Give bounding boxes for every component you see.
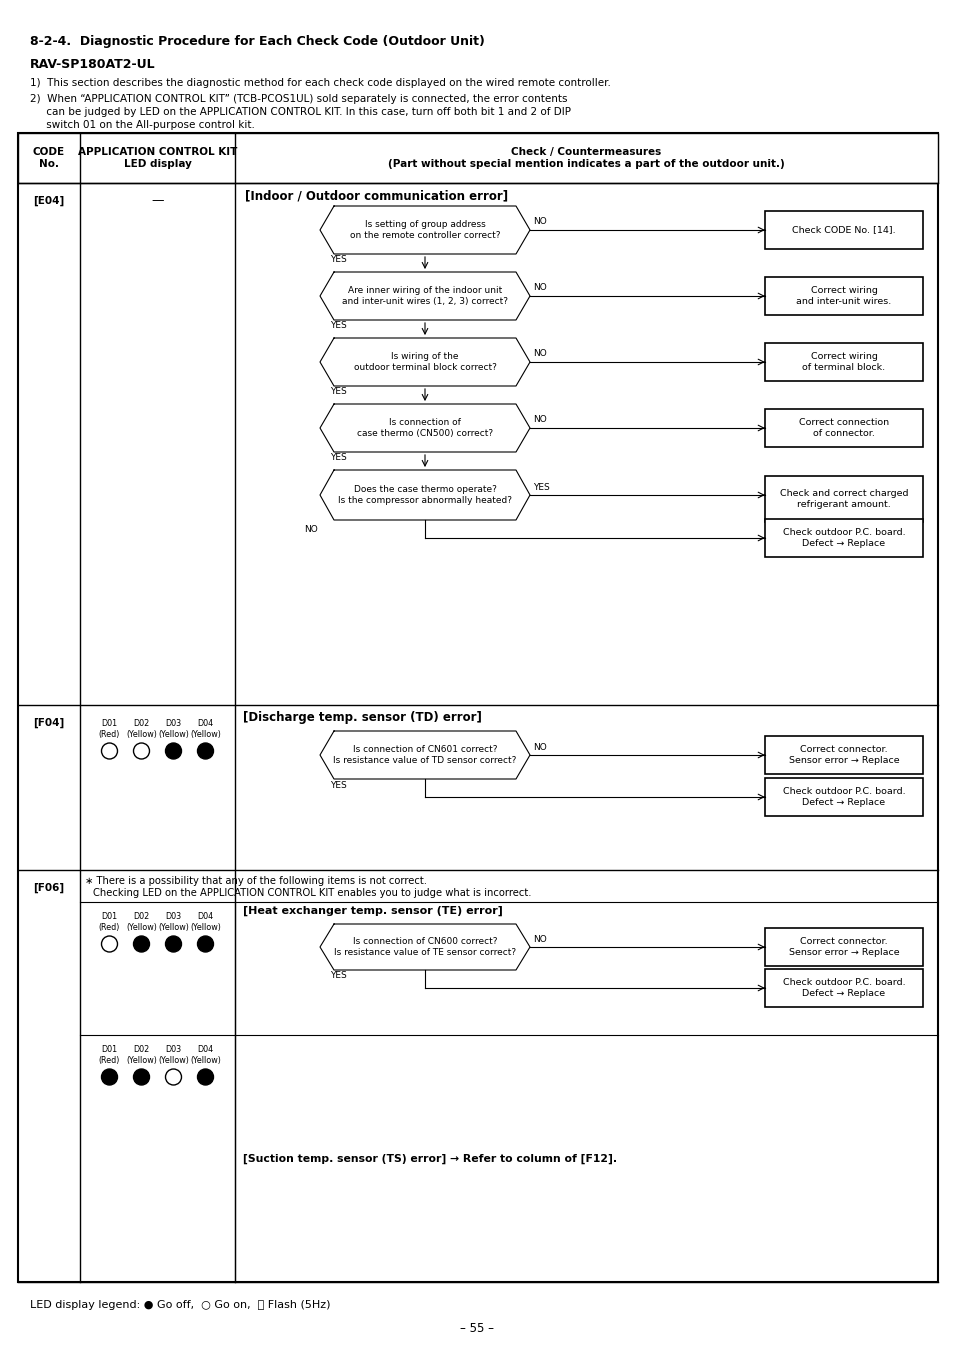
- Text: D03
(Yellow): D03 (Yellow): [158, 1045, 189, 1065]
- Circle shape: [101, 1069, 117, 1085]
- Text: [Suction temp. sensor (TS) error] → Refer to column of [F12].: [Suction temp. sensor (TS) error] → Refe…: [243, 1154, 617, 1163]
- Text: D01
(Red): D01 (Red): [99, 913, 120, 931]
- Text: YES: YES: [330, 387, 347, 396]
- Text: Check / Countermeasures
(Part without special mention indicates a part of the ou: Check / Countermeasures (Part without sp…: [388, 147, 784, 168]
- Polygon shape: [319, 338, 530, 386]
- Text: ∗ There is a possibility that any of the following items is not correct.: ∗ There is a possibility that any of the…: [85, 876, 427, 886]
- Text: switch 01 on the All-purpose control kit.: switch 01 on the All-purpose control kit…: [30, 120, 254, 129]
- Circle shape: [197, 936, 213, 952]
- Text: Correct connector.
Sensor error → Replace: Correct connector. Sensor error → Replac…: [788, 745, 899, 764]
- Text: YES: YES: [330, 972, 347, 980]
- Text: CODE
No.: CODE No.: [33, 147, 65, 168]
- Text: Check outdoor P.C. board.
Defect → Replace: Check outdoor P.C. board. Defect → Repla…: [781, 979, 904, 998]
- Text: – 55 –: – 55 –: [459, 1321, 494, 1335]
- Bar: [764, 736, 923, 774]
- Text: YES: YES: [330, 780, 347, 790]
- Text: Check CODE No. [14].: Check CODE No. [14].: [791, 225, 895, 235]
- Text: Is wiring of the
outdoor terminal block correct?: Is wiring of the outdoor terminal block …: [354, 352, 496, 372]
- Bar: [18, 133, 937, 183]
- Text: 8-2-4.  Diagnostic Procedure for Each Check Code (Outdoor Unit): 8-2-4. Diagnostic Procedure for Each Che…: [30, 35, 484, 49]
- Text: Is setting of group address
on the remote controller correct?: Is setting of group address on the remot…: [350, 220, 499, 240]
- Bar: [764, 969, 923, 1007]
- Text: [F04]: [F04]: [33, 718, 65, 728]
- Circle shape: [165, 936, 181, 952]
- Bar: [18, 133, 937, 1282]
- Circle shape: [197, 1069, 213, 1085]
- Circle shape: [197, 743, 213, 759]
- Polygon shape: [319, 923, 530, 971]
- Bar: [764, 927, 923, 967]
- Text: RAV-SP180AT2-UL: RAV-SP180AT2-UL: [30, 58, 155, 71]
- Circle shape: [165, 743, 181, 759]
- Text: NO: NO: [533, 415, 546, 425]
- Text: Are inner wiring of the indoor unit
and inter-unit wires (1, 2, 3) correct?: Are inner wiring of the indoor unit and …: [341, 286, 507, 306]
- Text: NO: NO: [533, 283, 546, 293]
- Text: Check outdoor P.C. board.
Defect → Replace: Check outdoor P.C. board. Defect → Repla…: [781, 787, 904, 806]
- Text: YES: YES: [330, 453, 347, 462]
- Bar: [764, 212, 923, 249]
- Polygon shape: [319, 470, 530, 520]
- Text: D02
(Yellow): D02 (Yellow): [126, 720, 157, 739]
- Text: Correct wiring
and inter-unit wires.: Correct wiring and inter-unit wires.: [796, 286, 891, 306]
- Text: D01
(Red): D01 (Red): [99, 720, 120, 739]
- Bar: [764, 342, 923, 381]
- Text: [Discharge temp. sensor (TD) error]: [Discharge temp. sensor (TD) error]: [243, 710, 481, 724]
- Text: Correct connector.
Sensor error → Replace: Correct connector. Sensor error → Replac…: [788, 937, 899, 957]
- Text: D04
(Yellow): D04 (Yellow): [190, 913, 221, 931]
- Text: YES: YES: [330, 256, 347, 264]
- Text: Is connection of CN600 correct?
Is resistance value of TE sensor correct?: Is connection of CN600 correct? Is resis…: [334, 937, 516, 957]
- Text: [Heat exchanger temp. sensor (TE) error]: [Heat exchanger temp. sensor (TE) error]: [243, 906, 502, 917]
- Text: NO: NO: [533, 743, 546, 751]
- Polygon shape: [319, 206, 530, 253]
- Text: can be judged by LED on the APPLICATION CONTROL KIT. In this case, turn off both: can be judged by LED on the APPLICATION …: [30, 106, 571, 117]
- Polygon shape: [319, 272, 530, 319]
- Circle shape: [133, 936, 150, 952]
- Text: Is connection of CN601 correct?
Is resistance value of TD sensor correct?: Is connection of CN601 correct? Is resis…: [333, 745, 517, 764]
- Circle shape: [133, 743, 150, 759]
- Bar: [764, 778, 923, 816]
- Text: D01
(Red): D01 (Red): [99, 1045, 120, 1065]
- Polygon shape: [319, 404, 530, 452]
- Text: Correct wiring
of terminal block.: Correct wiring of terminal block.: [801, 352, 884, 372]
- Text: APPLICATION CONTROL KIT
LED display: APPLICATION CONTROL KIT LED display: [78, 147, 237, 168]
- Text: D02
(Yellow): D02 (Yellow): [126, 913, 157, 931]
- Text: [Indoor / Outdoor communication error]: [Indoor / Outdoor communication error]: [245, 189, 508, 202]
- Text: D02
(Yellow): D02 (Yellow): [126, 1045, 157, 1065]
- Text: [F06]: [F06]: [33, 883, 65, 894]
- Bar: [764, 476, 923, 522]
- Polygon shape: [319, 731, 530, 779]
- Text: YES: YES: [330, 322, 347, 330]
- Bar: [764, 408, 923, 448]
- Text: LED display legend: ● Go off,  ○ Go on,  Ⓢ Flash (5Hz): LED display legend: ● Go off, ○ Go on, Ⓢ…: [30, 1299, 330, 1310]
- Text: D04
(Yellow): D04 (Yellow): [190, 1045, 221, 1065]
- Bar: [764, 519, 923, 557]
- Text: NO: NO: [304, 526, 317, 535]
- Text: Does the case thermo operate?
Is the compressor abnormally heated?: Does the case thermo operate? Is the com…: [337, 485, 512, 504]
- Text: Checking LED on the APPLICATION CONTROL KIT enables you to judge what is incorre: Checking LED on the APPLICATION CONTROL …: [92, 888, 531, 898]
- Text: D03
(Yellow): D03 (Yellow): [158, 913, 189, 931]
- Text: 1)  This section describes the diagnostic method for each check code displayed o: 1) This section describes the diagnostic…: [30, 78, 610, 88]
- Text: —: —: [152, 194, 164, 208]
- Text: 2)  When “APPLICATION CONTROL KIT” (TCB-PCOS1UL) sold separately is connected, t: 2) When “APPLICATION CONTROL KIT” (TCB-P…: [30, 94, 567, 104]
- Text: D04
(Yellow): D04 (Yellow): [190, 720, 221, 739]
- Circle shape: [133, 1069, 150, 1085]
- Text: NO: NO: [533, 217, 546, 226]
- Text: Is connection of
case thermo (CN500) correct?: Is connection of case thermo (CN500) cor…: [356, 418, 493, 438]
- Text: D03
(Yellow): D03 (Yellow): [158, 720, 189, 739]
- Text: Check outdoor P.C. board.
Defect → Replace: Check outdoor P.C. board. Defect → Repla…: [781, 528, 904, 547]
- Circle shape: [101, 936, 117, 952]
- Circle shape: [165, 1069, 181, 1085]
- Text: YES: YES: [533, 483, 549, 492]
- Text: NO: NO: [533, 934, 546, 944]
- Circle shape: [101, 743, 117, 759]
- Text: [E04]: [E04]: [33, 195, 65, 206]
- Text: Check and correct charged
refrigerant amount.: Check and correct charged refrigerant am…: [779, 489, 907, 508]
- Text: Correct connection
of connector.: Correct connection of connector.: [798, 418, 888, 438]
- Bar: [764, 276, 923, 315]
- Text: NO: NO: [533, 349, 546, 359]
